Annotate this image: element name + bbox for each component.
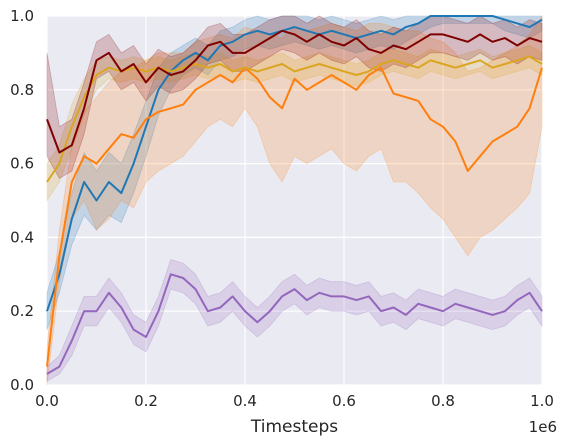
- series-2-line: [46, 55, 543, 183]
- x-axis-ticks: 0.0 0.2 0.4 0.6 0.8 1.0: [35, 392, 554, 410]
- y-tick-label: 0.2: [10, 302, 34, 320]
- x-tick-label: 0.8: [431, 392, 455, 410]
- series-0-line: [46, 15, 543, 312]
- x-axis-label: Timesteps: [250, 417, 338, 437]
- y-tick-label: 0.4: [10, 228, 34, 246]
- y-tick-label: 0.6: [10, 155, 34, 173]
- x-tick-label: 1.0: [530, 392, 554, 410]
- series-4-line: [46, 273, 543, 375]
- y-tick-label: 0.8: [10, 81, 34, 99]
- x-tick-label: 0.0: [35, 392, 59, 410]
- x-tick-label: 0.6: [332, 392, 356, 410]
- series-3-line: [46, 29, 543, 154]
- y-tick-label: 1.0: [10, 7, 34, 25]
- y-tick-label: 0.0: [10, 376, 34, 394]
- x-tick-label: 0.2: [134, 392, 158, 410]
- x-axis-offset-label: 1e6: [529, 418, 557, 436]
- grid-lines: [46, 15, 543, 386]
- series-0-band: [46, 15, 543, 330]
- series-3-band: [46, 15, 543, 179]
- series-lines: [46, 15, 543, 375]
- y-axis-ticks: 0.0 0.2 0.4 0.6 0.8 1.0: [10, 7, 34, 394]
- series-4-band: [46, 259, 543, 383]
- series-1-line: [46, 66, 543, 367]
- x-tick-label: 0.4: [233, 392, 257, 410]
